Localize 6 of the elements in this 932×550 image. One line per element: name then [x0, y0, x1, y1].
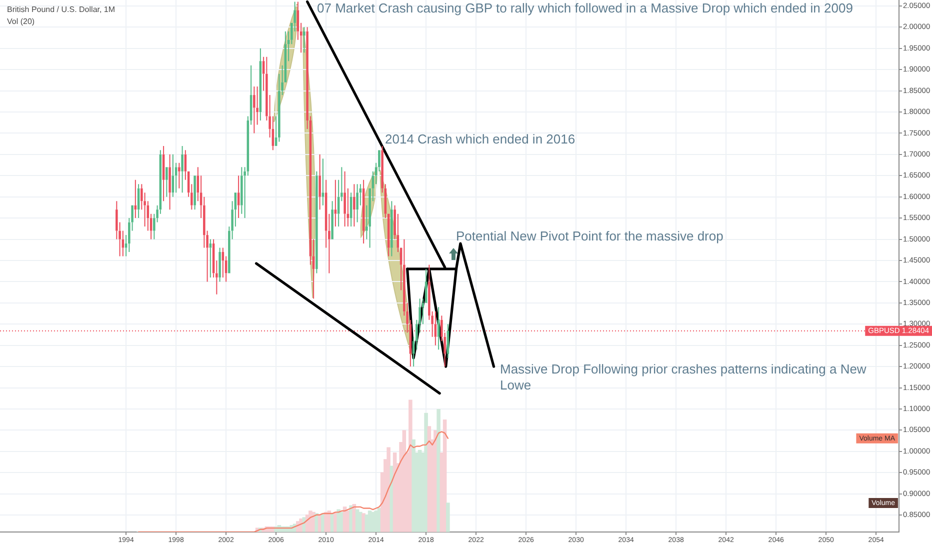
- text: Vol (20): [7, 17, 35, 26]
- annotation: 2014 Crash which ended in 2016: [385, 132, 576, 147]
- text: British Pound / U.S. Dollar, 1M: [7, 5, 116, 14]
- annotation: Massive Drop Following prior crashes patterns indicating a New Lowe: [500, 362, 867, 393]
- annotation: 07 Market Crash causing GBP to rally which followed in a Massive Drop which ended in 2009: [317, 0, 853, 16]
- annotation: Potential New Pivot Point for the massive drop: [456, 228, 724, 244]
